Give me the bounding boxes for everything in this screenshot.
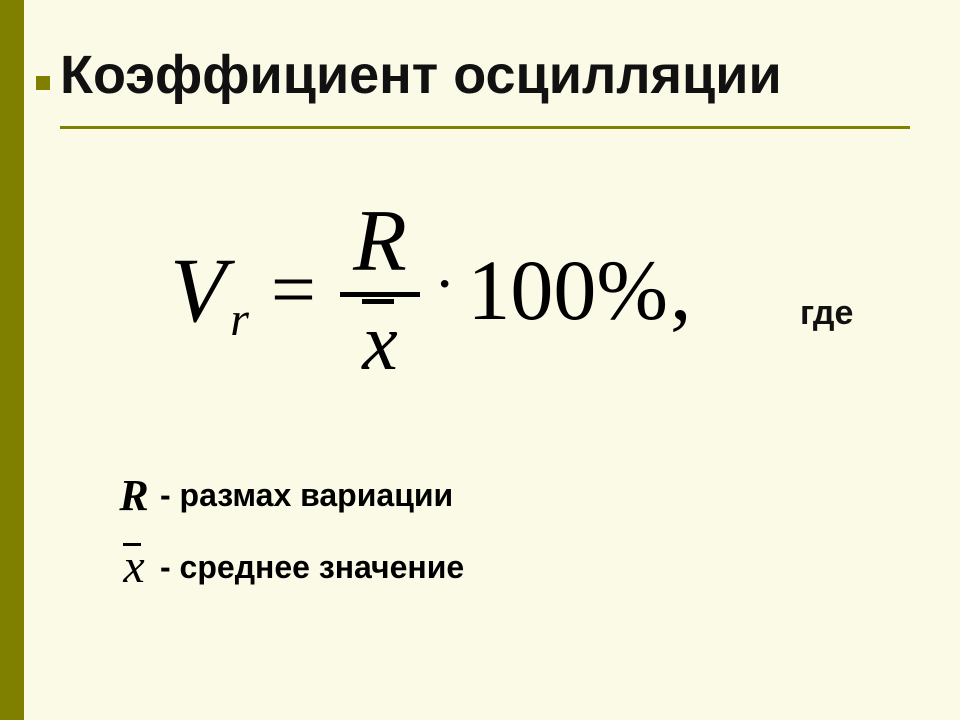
formula-dot: · <box>434 247 455 321</box>
formula-numerator: R <box>345 198 415 288</box>
legend-block: R - размах вариации x - среднее значение <box>108 470 464 613</box>
legend-row: x - среднее значение <box>108 543 464 591</box>
page-title: Коэффициент осцилляции <box>60 44 782 106</box>
formula-percent-suffix: % <box>596 242 668 338</box>
title-underline <box>60 126 910 129</box>
where-label: где <box>800 294 853 333</box>
formula-equals: = <box>271 245 316 336</box>
accent-sidebar <box>0 0 24 720</box>
x-bar-small-symbol: x <box>123 543 144 591</box>
formula-block: Vr = R x · 100% , <box>170 190 810 390</box>
legend-symbol-xbar: x <box>108 543 160 591</box>
formula-denominator: x <box>354 301 406 383</box>
formula-comma: , <box>670 240 692 340</box>
formula-lhs: Vr <box>170 237 249 343</box>
legend-text-xbar: - среднее значение <box>160 549 464 586</box>
slide: Коэффициент осцилляции Vr = R x · 100% ,… <box>0 0 960 720</box>
formula-hundred: 100% <box>467 240 668 340</box>
legend-row: R - размах вариации <box>108 470 464 521</box>
formula-percent-value: 100 <box>467 242 596 338</box>
legend-text-R: - размах вариации <box>160 477 453 514</box>
title-bullet-icon <box>36 76 50 90</box>
x-bar-symbol: x <box>362 303 398 383</box>
formula-fraction: R x <box>340 198 420 383</box>
formula-lhs-sub: r <box>230 292 249 347</box>
legend-symbol-R: R <box>108 470 160 521</box>
formula-lhs-var: V <box>170 237 226 343</box>
fraction-line <box>340 292 420 297</box>
